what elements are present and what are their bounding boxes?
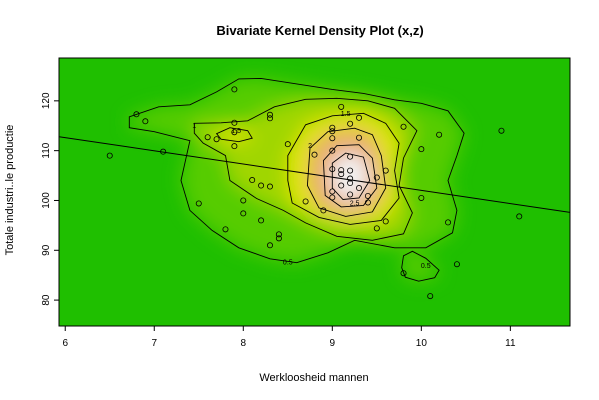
data-point xyxy=(160,148,167,155)
data-point xyxy=(320,207,327,214)
data-point xyxy=(516,213,523,220)
data-point xyxy=(364,199,371,206)
contour-label: 1.5 xyxy=(231,128,241,135)
data-point xyxy=(373,225,380,232)
chart-title: Bivariate Kernel Density Plot (x,z) xyxy=(216,23,423,38)
data-point xyxy=(258,217,265,224)
data-point xyxy=(347,153,354,160)
x-tick-label: 7 xyxy=(151,338,157,349)
data-point xyxy=(338,103,345,110)
data-point xyxy=(275,231,282,238)
data-point xyxy=(382,167,389,174)
data-point xyxy=(356,114,363,121)
x-tick-label: 9 xyxy=(330,338,336,349)
data-point xyxy=(338,167,345,174)
data-point xyxy=(347,175,354,182)
data-point xyxy=(133,111,140,118)
data-point xyxy=(329,124,336,131)
data-point xyxy=(213,136,220,143)
data-point xyxy=(275,235,282,242)
x-tick-label: 6 xyxy=(62,338,68,349)
data-point xyxy=(364,192,371,199)
x-tick-label: 10 xyxy=(416,338,428,349)
data-point xyxy=(329,135,336,142)
y-tick-label: 90 xyxy=(41,244,52,256)
data-point xyxy=(266,242,273,249)
data-point xyxy=(445,219,452,226)
data-point xyxy=(329,147,336,154)
data-point xyxy=(418,194,425,201)
data-point xyxy=(453,261,460,268)
contour-line-1.5 xyxy=(287,112,400,225)
data-point xyxy=(266,111,273,118)
data-point xyxy=(311,151,318,158)
data-point xyxy=(249,177,256,184)
contour-label: 0.5 xyxy=(421,263,431,270)
y-tick-label: 80 xyxy=(41,294,52,306)
data-point xyxy=(347,167,354,174)
y-tick-label: 100 xyxy=(41,192,52,209)
x-axis: 6 7 8 9 10 11 xyxy=(62,326,516,349)
data-point xyxy=(258,182,265,189)
x-axis-label: Werkloosheid mannen xyxy=(259,372,368,384)
regression-line xyxy=(59,136,570,213)
contour-label: 1 xyxy=(192,123,196,130)
data-point xyxy=(356,134,363,141)
data-point xyxy=(347,120,354,127)
data-point xyxy=(338,182,345,189)
contour-label: 2 xyxy=(308,143,312,150)
data-point xyxy=(329,166,336,173)
data-point xyxy=(231,119,238,126)
data-point xyxy=(284,141,291,148)
y-tick-label: 120 xyxy=(41,92,52,109)
contour-line-1.5 xyxy=(215,127,253,143)
x-tick-label: 11 xyxy=(505,338,516,349)
data-point xyxy=(222,226,229,233)
y-tick-label: 110 xyxy=(41,142,52,158)
contour-label: 1.5 xyxy=(341,111,351,118)
data-point xyxy=(142,118,149,125)
data-point xyxy=(347,180,354,187)
contour-label: 0.5 xyxy=(283,260,293,267)
data-point xyxy=(302,198,309,205)
data-point xyxy=(231,86,238,93)
data-point xyxy=(240,197,247,204)
contour-line-2 xyxy=(306,127,387,217)
data-point xyxy=(204,134,211,141)
data-point xyxy=(400,270,407,277)
data-point xyxy=(195,200,202,207)
data-point xyxy=(347,191,354,198)
data-point xyxy=(382,218,389,225)
data-point xyxy=(427,293,434,300)
plot-frame xyxy=(58,57,571,327)
contour-line-1 xyxy=(193,97,418,241)
contour-label: 2.5 xyxy=(350,200,360,207)
data-point xyxy=(231,129,238,136)
y-axis-label: Totale industri..le productie xyxy=(4,125,16,256)
x-tick-label: 8 xyxy=(240,338,246,349)
data-point xyxy=(329,194,336,201)
data-point xyxy=(436,131,443,138)
data-point xyxy=(266,183,273,190)
data-point xyxy=(106,152,113,159)
plot-area: 0.5 0.5 1 1.5 1.5 2 2.5 xyxy=(58,57,571,327)
data-point xyxy=(266,115,273,122)
y-axis: 80 90 100 110 120 xyxy=(41,92,59,306)
data-point xyxy=(329,188,336,195)
data-point xyxy=(329,128,336,135)
data-point xyxy=(373,174,380,181)
data-point xyxy=(231,143,238,150)
data-point xyxy=(356,185,363,192)
data-point xyxy=(240,210,247,217)
data-point xyxy=(338,171,345,178)
data-point xyxy=(418,146,425,153)
data-point xyxy=(400,123,407,130)
data-points xyxy=(106,86,523,300)
contour-line-0.5 xyxy=(128,77,465,264)
data-point xyxy=(498,127,505,134)
